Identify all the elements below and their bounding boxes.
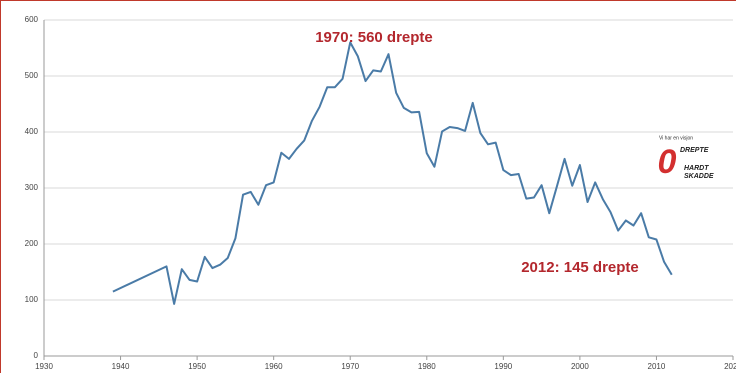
logo-line: HARDT [684,165,709,172]
logo-mark: 0 [658,143,677,181]
plot: 0 100 200 300 400 500 600 1930 1940 1950 1960 1970 1… [25,15,736,371]
y-tick-label: 200 [25,239,39,248]
x-tick-label: 1970 [341,362,359,371]
peak-annotation: 1970: 560 drepte [315,29,433,46]
logo-line: SKADDE [684,173,714,180]
x-tick-label: 2000 [571,362,589,371]
x-tick-label: 2020 [724,362,736,371]
y-tick-label: 400 [25,127,39,136]
logo-line: DREPTE [680,147,709,154]
x-tick-label: 1990 [494,362,512,371]
y-tick-label: 500 [25,71,39,80]
x-tick-label: 1960 [265,362,283,371]
x-tick-label: 1940 [112,362,130,371]
y-tick-label: 600 [25,15,39,24]
y-tick-label: 300 [25,183,39,192]
end-annotation: 2012: 145 drepte [521,259,639,276]
x-tick-label: 1980 [418,362,436,371]
x-tick-label: 1930 [35,362,53,371]
logo-tagline: Vi har en visjon [659,135,693,141]
y-tick-label: 0 [34,351,39,360]
y-tick-label: 100 [25,295,39,304]
logo: Vi har en visjon 0 DREPTE HARDT SKADDE [658,135,714,181]
x-tick-label: 1950 [188,362,206,371]
x-tick-label: 2010 [648,362,666,371]
data-line [112,41,673,305]
